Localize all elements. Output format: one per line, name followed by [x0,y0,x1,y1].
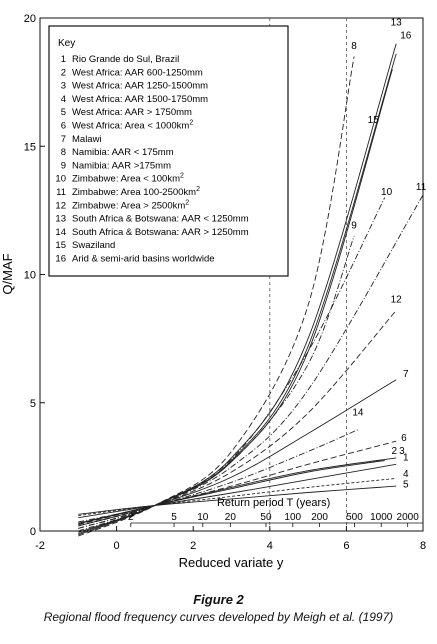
series-line-12 [78,310,397,527]
x-tick-label: 8 [420,540,426,552]
return-period-label: 1000 [370,512,393,523]
series-layer [78,43,424,537]
legend-entry-number: 9 [61,160,66,171]
y-axis-label: Q/MAF [0,253,15,294]
y-tick-label: 15 [24,141,36,153]
return-period-label: 500 [346,512,363,523]
legend-entry-number: 12 [55,200,66,211]
series-line-7 [78,379,397,527]
legend-entry-text: West Africa: AAR > 1750mm [72,107,192,118]
legend-entry-text: Zimbabwe: Area 100-2500km2 [72,186,200,198]
return-period-label: 100 [284,512,301,523]
y-tick-label: 20 [24,13,36,25]
curve-label-4: 4 [403,469,409,480]
curve-label-1: 1 [403,452,409,463]
legend-entry-number: 6 [61,121,66,132]
series-line-5 [78,485,397,515]
legend-entry-text: West Africa: Area < 1000km2 [72,120,193,132]
series-line-10 [78,197,386,532]
legend-entry-superscript: 2 [196,186,200,193]
legend-entry-text: Namibia: AAR < 175mm [72,147,174,158]
curve-label-10: 10 [381,187,393,198]
x-axis-label: Reduced variate y [179,555,284,570]
figure-caption: Regional flood frequency curves develope… [43,610,394,624]
series-line-14 [78,429,359,523]
return-period-title: Return period T (years) [217,497,330,509]
legend-entry-number: 13 [55,214,66,225]
legend-entry-text: Zimbabwe: Area < 100km2 [72,173,184,185]
x-tick-label: 4 [267,540,273,552]
curve-label-3: 3 [399,446,405,457]
y-tick-label: 0 [30,526,36,538]
legend-entry-number: 1 [61,54,66,65]
return-period-label: 20 [225,512,237,523]
legend-entry-number: 3 [61,81,66,92]
legend-entry-superscript: 2 [180,173,184,180]
series-line-1 [78,463,397,519]
curve-label-12: 12 [391,295,403,306]
legend-entry-number: 5 [61,107,66,118]
legend-entry-text: Arid & semi-arid basins worldwide [72,254,215,265]
curve-label-15: 15 [368,115,380,126]
curve-label-11: 11 [416,182,427,193]
y-tick-label: 5 [30,398,36,410]
legend-entry-number: 2 [61,67,66,78]
legend-title: Key [58,38,75,49]
legend-entry-number: 11 [56,187,66,198]
series-line-16 [78,53,397,533]
x-tick-label: 2 [190,540,196,552]
legend-entry-superscript: 2 [189,120,193,127]
y-tick-label: 10 [24,270,36,282]
x-tick-label: -2 [35,540,45,552]
legend-entry-number: 8 [61,147,66,158]
curve-label-7: 7 [403,369,409,380]
legend-entry-text: Rio Grande do Sul, Brazil [72,54,179,65]
legend-entry-text: Malawi [72,134,102,145]
legend-entry-number: 4 [61,94,66,105]
legend-entry-text: West Africa: AAR 600-1250mm [72,67,203,78]
legend-entry-number: 15 [55,240,66,251]
legend-entry-text: Zimbabwe: Area > 2500km2 [72,199,189,211]
return-period-axis: 2 5 10 20 50 100 200 500 1000 2000 Return period T… [128,497,423,527]
series-line-8 [78,56,355,537]
legend-box [48,25,289,277]
legend-entry-text: South Africa & Botswana: AAR > 1250mm [72,227,249,238]
return-period-label: 50 [260,512,272,523]
legend-entry-number: 10 [55,174,66,185]
legend-entry-text: Swaziland [72,240,115,251]
x-tick-label: 0 [114,540,120,552]
x-tick-label: 6 [343,540,349,552]
series-line-11 [78,194,424,529]
curve-label-5: 5 [403,479,409,490]
curve-label-14: 14 [352,408,364,419]
legend-entry-superscript: 2 [185,199,189,206]
legend-entry-number: 16 [55,254,66,265]
figure-number: Figure 2 [193,592,244,607]
return-period-label: 200 [311,512,328,523]
legend-entry-text: Namibia: AAR >175mm [72,160,171,171]
return-period-label: 5 [171,512,177,523]
curve-label-6: 6 [401,433,407,444]
series-line-6 [78,440,397,526]
legend-entry-number: 14 [55,227,66,238]
return-period-label: 2 [128,512,134,523]
legend-entry-text: South Africa & Botswana: AAR < 1250mm [72,214,249,225]
curve-label-8: 8 [351,41,357,52]
x-axis-ticks: -2 0 2 4 6 8 [35,526,426,552]
curve-label-2: 2 [391,446,397,457]
return-period-label: 10 [197,512,209,523]
series-line-4 [78,477,397,517]
legend-entry-text: West Africa: AAR 1250-1500mm [72,81,208,92]
curve-label-9: 9 [351,220,357,231]
y-axis-ticks: 0 5 10 15 20 [24,13,45,538]
curve-label-13: 13 [391,18,403,29]
return-period-label: 2000 [397,512,420,523]
curve-label-16: 16 [400,31,412,42]
legend-entry-number: 7 [61,134,66,145]
legend-entry-text: West Africa: AAR 1500-1750mm [72,94,208,105]
